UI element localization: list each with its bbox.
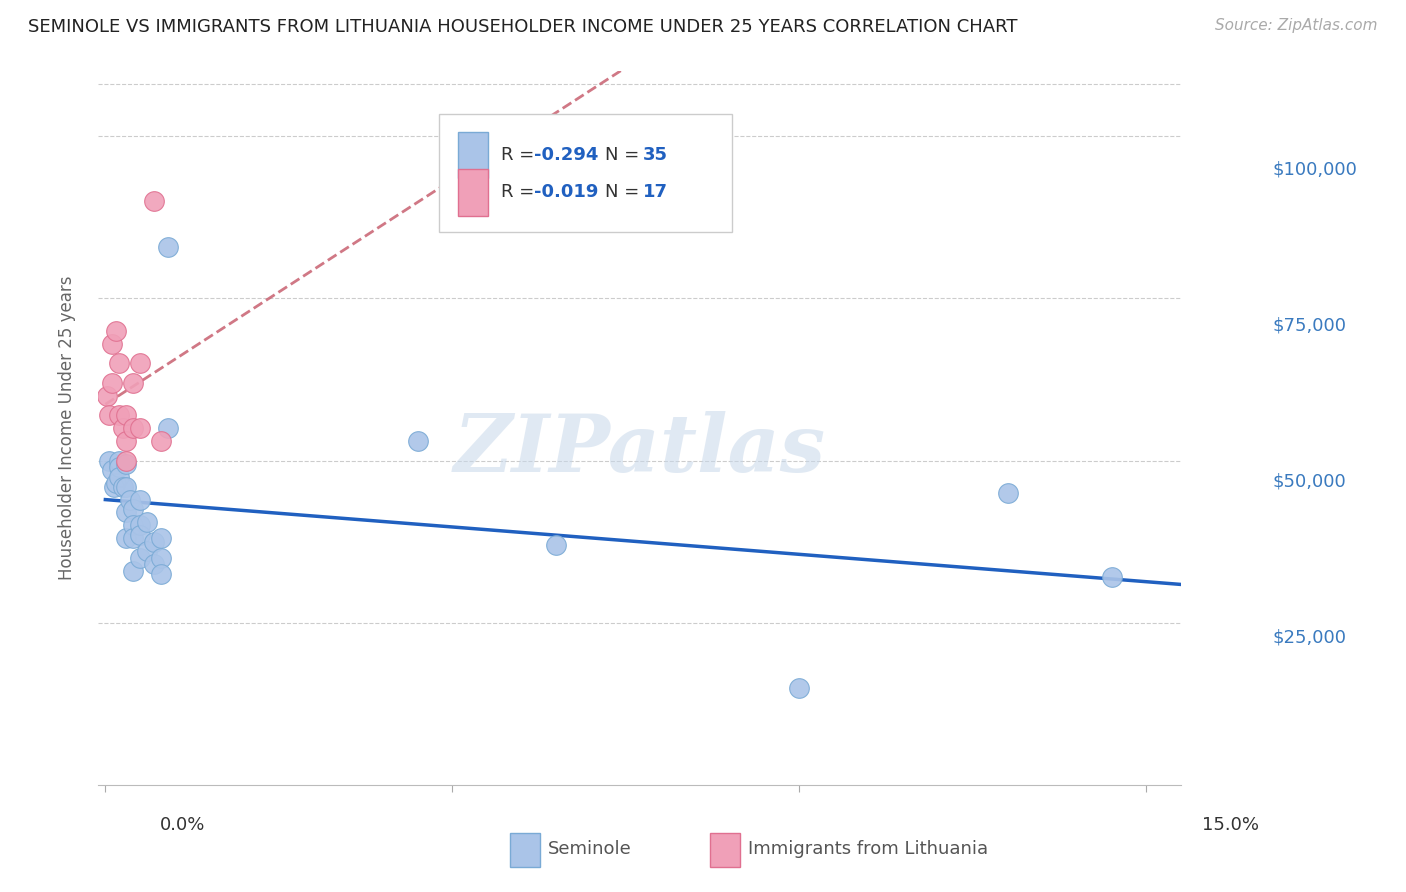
Point — [115, 506, 138, 520]
Point — [97, 453, 120, 467]
Point — [149, 434, 172, 449]
Point — [101, 463, 124, 477]
Text: -0.019: -0.019 — [534, 184, 598, 202]
Text: $100,000: $100,000 — [1272, 161, 1357, 178]
Point — [122, 421, 145, 435]
Point — [129, 528, 152, 542]
Text: R =: R = — [501, 184, 540, 202]
Point — [129, 518, 152, 533]
Point — [129, 356, 152, 370]
Point — [108, 356, 131, 370]
Point — [149, 532, 172, 546]
Text: 15.0%: 15.0% — [1202, 816, 1258, 834]
Bar — [510, 833, 540, 867]
Text: $25,000: $25,000 — [1272, 629, 1347, 647]
Point — [136, 544, 159, 558]
Y-axis label: Householder Income Under 25 years: Householder Income Under 25 years — [58, 276, 76, 581]
Text: R =: R = — [501, 146, 540, 164]
Text: Source: ZipAtlas.com: Source: ZipAtlas.com — [1215, 18, 1378, 33]
Text: Immigrants from Lithuania: Immigrants from Lithuania — [748, 840, 988, 858]
Text: N =: N = — [605, 146, 645, 164]
Point — [97, 408, 120, 422]
Text: N =: N = — [605, 184, 645, 202]
Point — [115, 532, 138, 546]
Point — [115, 457, 138, 471]
Point — [1101, 570, 1123, 584]
Point — [115, 408, 138, 422]
Point — [789, 681, 811, 695]
Point — [129, 492, 152, 507]
Point — [104, 476, 127, 491]
Point — [101, 336, 124, 351]
Point — [406, 434, 429, 449]
Point — [129, 550, 152, 565]
Text: Seminole: Seminole — [548, 840, 631, 858]
Point — [115, 479, 138, 493]
Point — [111, 479, 134, 493]
Point — [104, 324, 127, 338]
Point — [122, 564, 145, 578]
Point — [108, 470, 131, 484]
Point — [118, 492, 141, 507]
Point — [108, 408, 131, 422]
Text: -0.294: -0.294 — [534, 146, 598, 164]
Point — [101, 376, 124, 390]
Point — [546, 538, 568, 552]
Bar — [710, 833, 741, 867]
Text: $75,000: $75,000 — [1272, 317, 1347, 334]
Point — [142, 558, 165, 572]
Text: 17: 17 — [643, 184, 668, 202]
Point — [122, 502, 145, 516]
Point — [96, 389, 118, 403]
Point — [142, 194, 165, 208]
Point — [149, 567, 172, 582]
Point — [136, 515, 159, 529]
Point — [997, 486, 1019, 500]
Point — [142, 534, 165, 549]
Point — [156, 421, 179, 435]
Text: $50,000: $50,000 — [1272, 473, 1346, 491]
FancyBboxPatch shape — [440, 114, 731, 232]
Text: 35: 35 — [643, 146, 668, 164]
Point — [115, 453, 138, 467]
Point — [108, 460, 131, 475]
Bar — [458, 132, 488, 178]
Point — [115, 434, 138, 449]
Text: ZIPatlas: ZIPatlas — [454, 411, 825, 488]
Point — [129, 421, 152, 435]
Point — [156, 239, 179, 253]
Point — [122, 532, 145, 546]
Point — [111, 421, 134, 435]
Point — [122, 518, 145, 533]
Point — [149, 550, 172, 565]
Point — [122, 376, 145, 390]
Point — [103, 479, 125, 493]
Bar — [458, 169, 488, 216]
Text: 0.0%: 0.0% — [160, 816, 205, 834]
Point — [108, 453, 131, 467]
Text: SEMINOLE VS IMMIGRANTS FROM LITHUANIA HOUSEHOLDER INCOME UNDER 25 YEARS CORRELAT: SEMINOLE VS IMMIGRANTS FROM LITHUANIA HO… — [28, 18, 1018, 36]
